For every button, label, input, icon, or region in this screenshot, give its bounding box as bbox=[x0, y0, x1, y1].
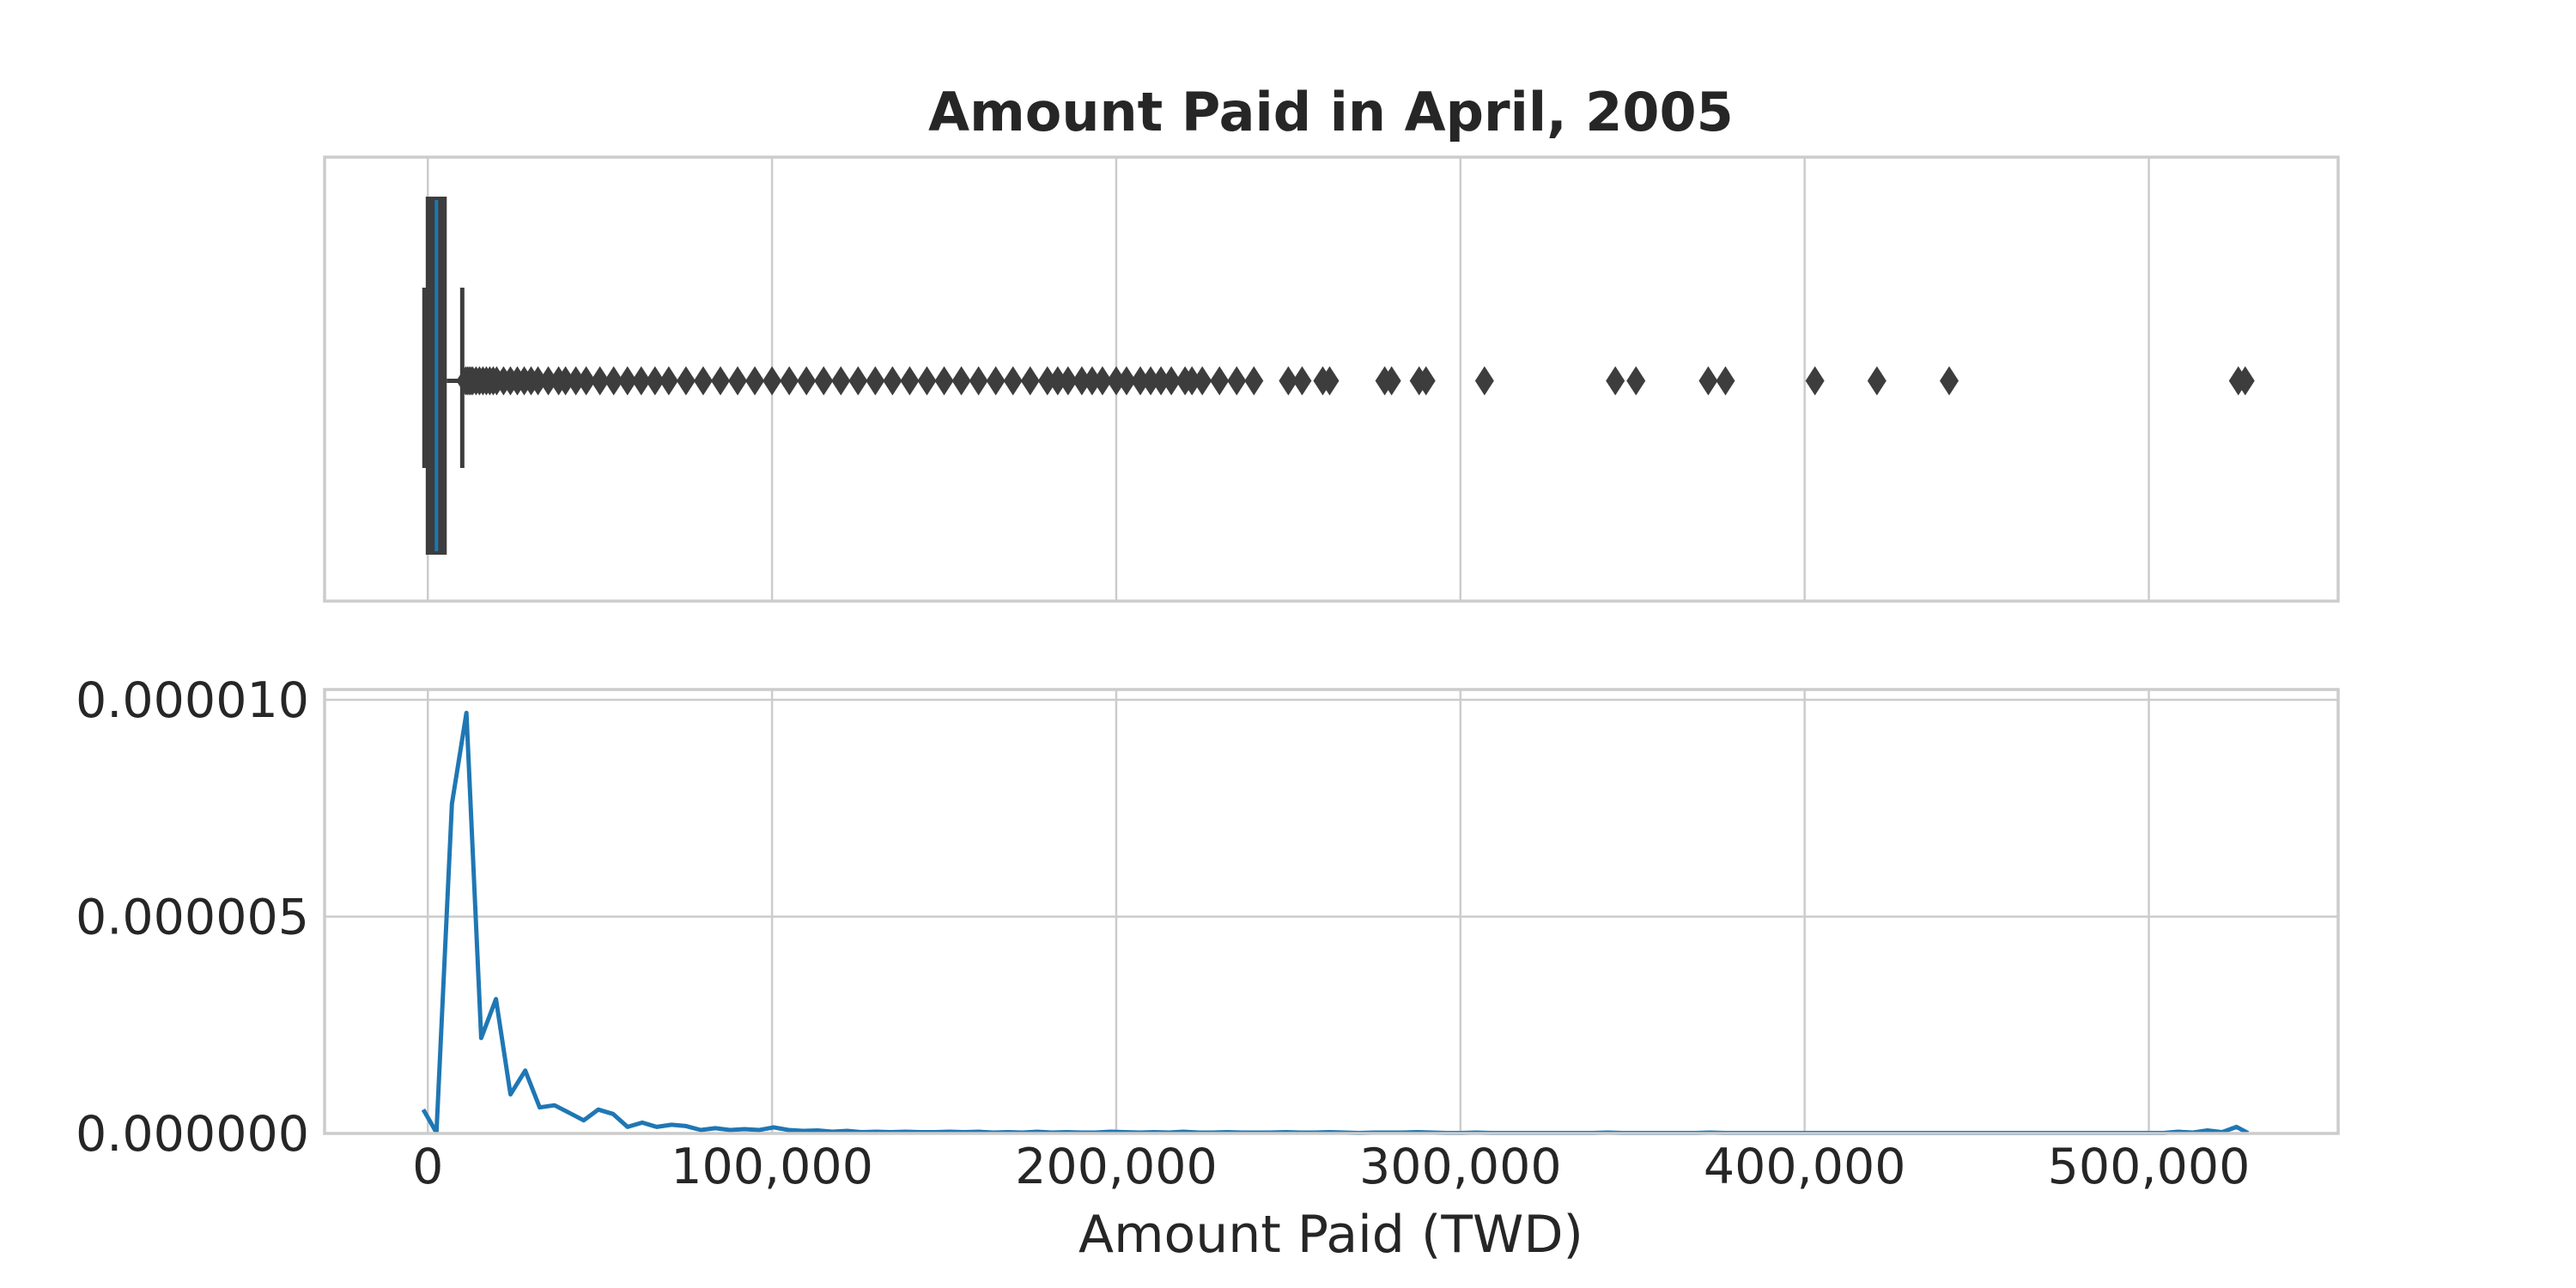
outlier-point bbox=[2235, 366, 2255, 396]
outlier-point bbox=[1116, 366, 1136, 396]
x-tick-label: 200,000 bbox=[1015, 1139, 1218, 1195]
outlier-point bbox=[728, 366, 748, 396]
outlier-point bbox=[710, 366, 730, 396]
outlier-point bbox=[917, 366, 937, 396]
x-tick-label: 100,000 bbox=[671, 1139, 873, 1195]
outlier-point bbox=[986, 366, 1005, 396]
outlier-point bbox=[969, 366, 988, 396]
x-tick-label: 0 bbox=[412, 1139, 443, 1195]
outlier-point bbox=[566, 366, 586, 396]
outlier-point bbox=[780, 366, 799, 396]
outlier-point bbox=[604, 366, 623, 396]
outlier-point bbox=[617, 366, 637, 396]
outlier-point bbox=[1037, 366, 1057, 396]
outlier-point bbox=[576, 366, 596, 396]
outlier-point bbox=[1867, 366, 1886, 396]
outlier-point bbox=[538, 366, 558, 396]
boxplot-outliers bbox=[456, 366, 2255, 396]
density-panel: 0.000000 0.000005 0.000010 0 100,000 200,000… bbox=[76, 672, 2340, 1195]
x-tick-label: 500,000 bbox=[2048, 1139, 2251, 1195]
outlier-point bbox=[1131, 366, 1151, 396]
outlier-point bbox=[1020, 366, 1040, 396]
outlier-point bbox=[1193, 366, 1212, 396]
outlier-point bbox=[814, 366, 834, 396]
outlier-point bbox=[1141, 366, 1161, 396]
outlier-point bbox=[631, 366, 651, 396]
boxplot-frame bbox=[323, 155, 2340, 603]
outlier-point bbox=[745, 366, 765, 396]
chart-title: Amount Paid in April, 2005 bbox=[928, 81, 1734, 143]
outlier-point bbox=[1320, 366, 1340, 396]
outlier-point bbox=[1048, 366, 1067, 396]
outlier-point bbox=[900, 366, 920, 396]
outlier-point bbox=[1092, 366, 1112, 396]
density-frame bbox=[323, 688, 2340, 1135]
outlier-point bbox=[1474, 366, 1494, 396]
outlier-point bbox=[1606, 366, 1625, 396]
outlier-point bbox=[848, 366, 868, 396]
outlier-point bbox=[1698, 366, 1718, 396]
outlier-point bbox=[1244, 366, 1264, 396]
boxplot-box bbox=[422, 197, 465, 555]
outlier-point bbox=[762, 366, 782, 396]
y-tick-label: 0.000010 bbox=[76, 672, 309, 729]
x-tick-labels: 0 100,000 200,000 300,000 400,000 500,000 bbox=[412, 1139, 2250, 1195]
outlier-point bbox=[1106, 366, 1126, 396]
outlier-point bbox=[1182, 366, 1202, 396]
outlier-point bbox=[1805, 366, 1825, 396]
outlier-point bbox=[528, 366, 548, 396]
x-tick-label: 300,000 bbox=[1359, 1139, 1562, 1195]
outlier-point bbox=[831, 366, 851, 396]
outlier-point bbox=[866, 366, 885, 396]
outlier-point bbox=[1416, 366, 1436, 396]
outlier-point bbox=[951, 366, 971, 396]
outlier-point bbox=[693, 366, 713, 396]
outlier-point bbox=[590, 366, 610, 396]
density-line bbox=[421, 710, 2250, 1135]
outlier-point bbox=[1227, 366, 1247, 396]
outlier-point bbox=[1716, 366, 1735, 396]
boxplot-panel bbox=[323, 155, 2340, 603]
outlier-point bbox=[1382, 366, 1401, 396]
outlier-point bbox=[1279, 366, 1298, 396]
y-tick-label: 0.000000 bbox=[76, 1106, 309, 1163]
outlier-point bbox=[934, 366, 954, 396]
outlier-point bbox=[883, 366, 902, 396]
outlier-point bbox=[1151, 366, 1171, 396]
outlier-point bbox=[659, 366, 678, 396]
outlier-point bbox=[1082, 366, 1102, 396]
outlier-point bbox=[797, 366, 817, 396]
outlier-point bbox=[1058, 366, 1078, 396]
outlier-point bbox=[556, 366, 575, 396]
outlier-point bbox=[1292, 366, 1312, 396]
y-tick-labels: 0.000000 0.000005 0.000010 bbox=[76, 672, 309, 1163]
outlier-point bbox=[1072, 366, 1091, 396]
density-gridlines bbox=[325, 690, 2338, 1135]
outlier-point bbox=[1940, 366, 1959, 396]
outlier-point bbox=[1626, 366, 1646, 396]
x-tick-label: 400,000 bbox=[1704, 1139, 1906, 1195]
outlier-point bbox=[1210, 366, 1230, 396]
outlier-point bbox=[645, 366, 665, 396]
x-axis-label: Amount Paid (TWD) bbox=[1078, 1205, 1583, 1265]
outlier-point bbox=[676, 366, 696, 396]
y-tick-label: 0.000005 bbox=[76, 890, 309, 946]
outlier-point bbox=[1003, 366, 1023, 396]
outlier-point bbox=[1162, 366, 1182, 396]
